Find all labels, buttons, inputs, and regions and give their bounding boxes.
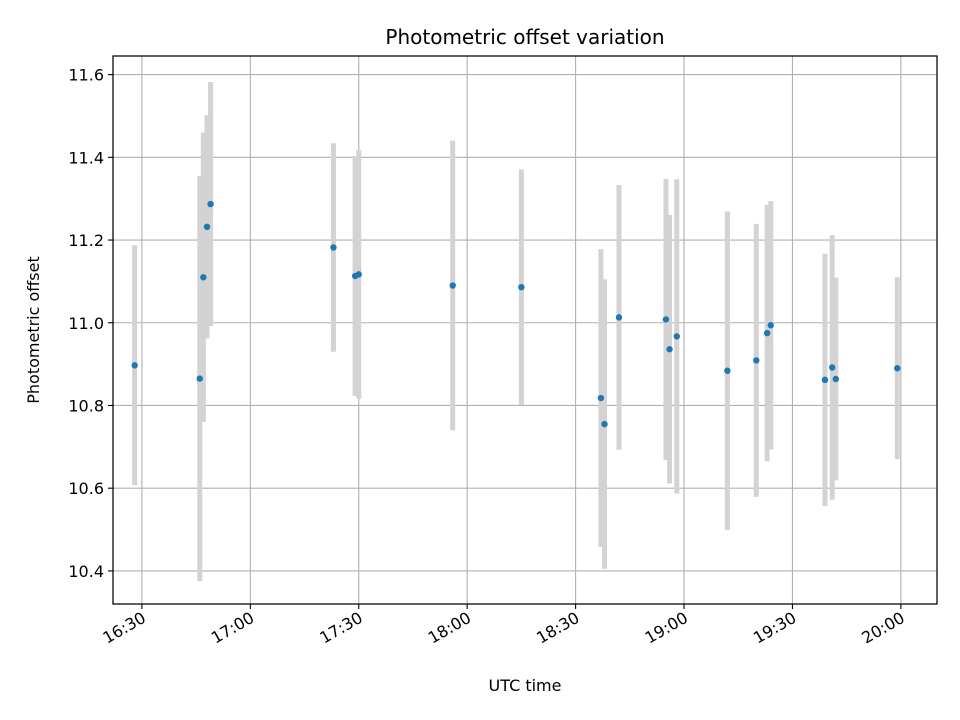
x-tick-label: 16:30 bbox=[99, 608, 148, 648]
y-axis-ticks: 10.4 10.6 10.8 11.0 11.2 11.4 11.6 bbox=[68, 66, 113, 581]
grid bbox=[113, 56, 937, 604]
y-axis-label: Photometric offset bbox=[24, 256, 43, 404]
y-tick-label: 11.2 bbox=[68, 231, 104, 250]
chart-title: Photometric offset variation bbox=[385, 25, 664, 49]
data-point bbox=[666, 346, 673, 353]
data-point bbox=[615, 314, 623, 321]
data-point bbox=[449, 282, 456, 289]
data-point bbox=[131, 362, 138, 369]
x-tick-label: 20:00 bbox=[858, 608, 907, 648]
data-point bbox=[355, 271, 362, 278]
y-tick-label: 10.4 bbox=[68, 562, 104, 581]
data-point bbox=[724, 367, 731, 374]
y-tick-label: 11.0 bbox=[68, 314, 104, 333]
data-points bbox=[131, 200, 901, 428]
x-tick-label: 17:00 bbox=[208, 608, 257, 648]
data-point bbox=[753, 357, 760, 364]
data-point bbox=[894, 365, 901, 372]
plot-frame bbox=[112, 55, 938, 605]
data-point bbox=[832, 375, 840, 383]
data-point bbox=[662, 316, 670, 323]
data-point bbox=[828, 364, 836, 371]
data-point bbox=[196, 375, 203, 382]
data-point bbox=[763, 329, 771, 337]
y-tick-label: 10.6 bbox=[68, 479, 104, 498]
x-tick-label: 19:30 bbox=[750, 608, 799, 648]
y-tick-label: 10.8 bbox=[68, 396, 104, 415]
x-axis-label: UTC time bbox=[489, 676, 562, 695]
x-tick-label: 19:00 bbox=[642, 608, 691, 648]
x-axis-ticks: 16:30 17:00 17:30 18:00 18:30 19:00 19:30 20:00 bbox=[99, 604, 908, 648]
data-point bbox=[200, 274, 207, 281]
y-tick-label: 11.6 bbox=[68, 66, 104, 85]
x-tick-label: 17:30 bbox=[316, 608, 365, 648]
data-point bbox=[673, 333, 680, 340]
x-tick-label: 18:00 bbox=[425, 608, 474, 648]
x-tick-label: 18:30 bbox=[533, 608, 582, 648]
data-point bbox=[203, 223, 211, 231]
data-point bbox=[821, 376, 829, 384]
data-point bbox=[207, 200, 214, 208]
data-point bbox=[767, 322, 774, 329]
data-point bbox=[601, 420, 608, 428]
data-point bbox=[597, 394, 605, 402]
y-tick-label: 11.4 bbox=[68, 148, 104, 167]
data-point bbox=[330, 244, 337, 251]
data-point bbox=[518, 283, 525, 291]
